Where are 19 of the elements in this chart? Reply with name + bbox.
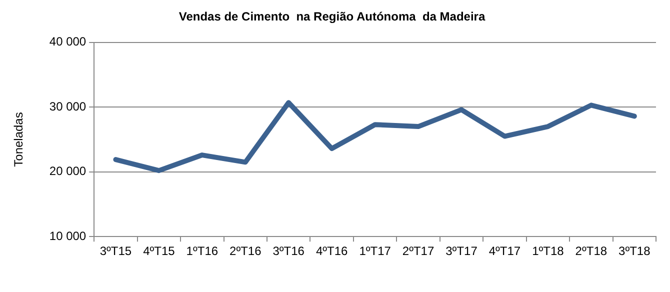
x-tick-label: 1ºT18 <box>532 244 564 258</box>
y-tick-label: 20 000 <box>49 164 86 178</box>
x-tick-label: 3ºT16 <box>272 244 305 258</box>
x-tick-label: 3ºT15 <box>100 244 132 258</box>
x-tick-label: 1ºT17 <box>359 244 392 258</box>
x-tick-label: 4ºT17 <box>488 244 521 258</box>
y-tick-label: 10 000 <box>49 228 86 243</box>
x-tick-label: 2ºT17 <box>402 244 434 258</box>
x-tick-label: 4ºT15 <box>143 244 176 258</box>
y-axis-title: Toneladas <box>12 112 26 167</box>
y-tick-label: 30 000 <box>49 99 86 114</box>
x-tick-label: 3ºT18 <box>618 244 651 258</box>
x-tick-label: 3ºT17 <box>446 244 478 258</box>
x-tick-label: 4ºT16 <box>316 244 348 258</box>
y-tick-label: 40 000 <box>49 34 86 49</box>
x-tick-label: 2ºT16 <box>230 244 262 258</box>
x-tick-label: 1ºT16 <box>186 244 218 258</box>
chart-title: Vendas de Cimento na Região Autónoma da Madeira <box>178 10 486 24</box>
x-tick-label: 2ºT18 <box>575 244 608 258</box>
